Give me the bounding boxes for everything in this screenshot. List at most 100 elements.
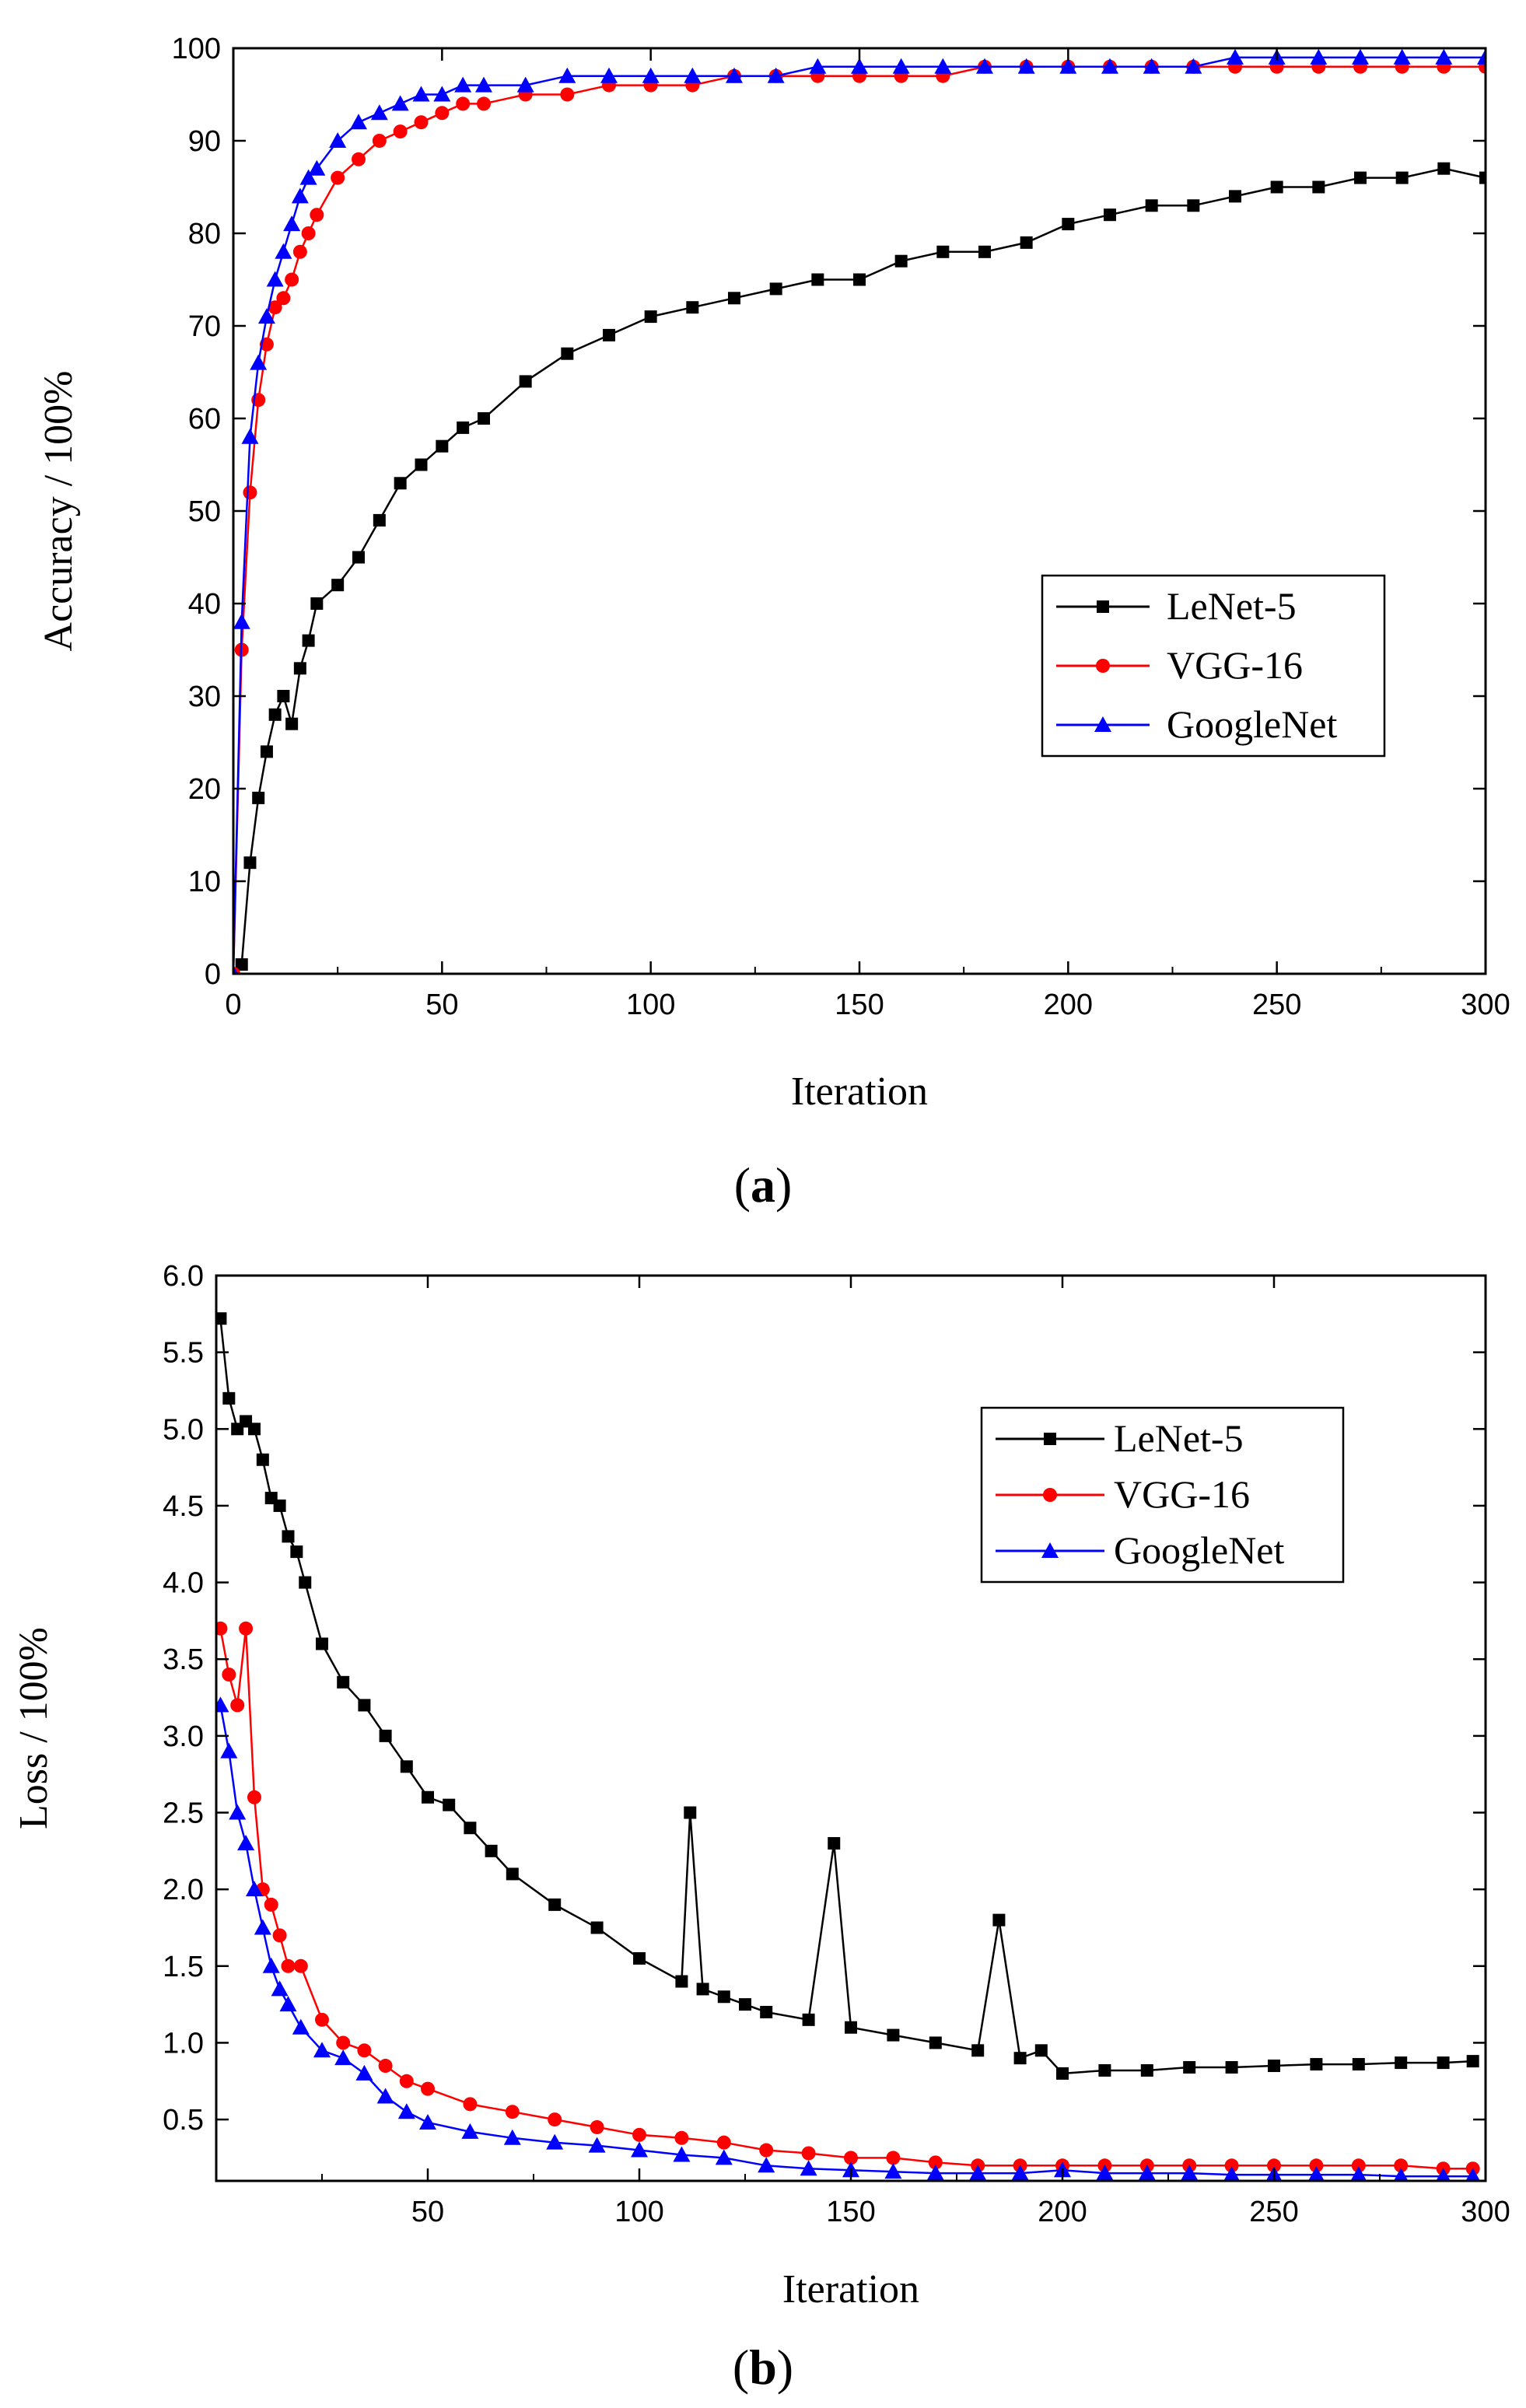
data-point-googlenet [726, 67, 743, 83]
data-point-vgg-16 [477, 96, 491, 111]
y-axis-label: Loss / 100% [12, 1627, 56, 1829]
data-point-vgg-16 [1224, 2158, 1239, 2173]
data-point-googlenet [257, 308, 275, 324]
data-point-vgg-16 [456, 96, 471, 111]
data-point-googlenet [1350, 2166, 1367, 2181]
data-point-lenet-5 [268, 708, 282, 721]
panel-label: (a) [734, 1157, 793, 1213]
data-point-lenet-5 [260, 745, 273, 758]
y-tick-label: 1.5 [163, 1951, 204, 1983]
data-point-googlenet [283, 215, 301, 232]
data-point-googlenet [1101, 58, 1118, 74]
data-point-googlenet [355, 2064, 373, 2081]
data-point-googlenet [1310, 48, 1328, 65]
accuracy-chart: 0 50 100 150 200 250 300 0 10 20 30 40 50 60 70 80 90 100… [37, 33, 1510, 1213]
x-tick-label: 100 [626, 989, 675, 1021]
data-point-vgg-16 [414, 115, 429, 130]
data-point-googlenet [229, 1804, 247, 1820]
data-point-lenet-5 [1270, 180, 1283, 194]
data-point-googlenet [976, 58, 993, 74]
data-point-googlenet [370, 104, 388, 121]
legend-marker-lenet-5 [1097, 600, 1109, 613]
data-point-googlenet [412, 86, 430, 102]
data-point-vgg-16 [1394, 2158, 1409, 2173]
data-point-vgg-16 [281, 1958, 296, 1973]
data-point-googlenet [475, 76, 492, 93]
data-point-lenet-5 [1437, 2056, 1450, 2070]
data-point-lenet-5 [337, 1675, 350, 1689]
x-tick-label: 50 [411, 2196, 444, 2228]
legend-marker-vgg-16 [1043, 1488, 1057, 1502]
x-tick-label: 200 [1044, 989, 1093, 1021]
data-point-lenet-5 [394, 477, 407, 490]
data-point-vgg-16 [886, 2151, 901, 2165]
data-point-lenet-5 [1268, 2060, 1280, 2073]
data-point-googlenet [299, 169, 317, 185]
y-tick-label: 30 [188, 681, 221, 713]
data-point-vgg-16 [590, 2119, 604, 2134]
data-point-lenet-5 [684, 1806, 697, 1819]
y-tick-label: 3.0 [163, 1720, 204, 1753]
data-point-googlenet [271, 1980, 289, 1997]
legend-marker-googlenet [1041, 1542, 1059, 1558]
data-point-vgg-16 [315, 2012, 329, 2027]
data-point-lenet-5 [485, 1844, 498, 1857]
data-point-googlenet [397, 2103, 415, 2119]
data-point-lenet-5 [739, 1998, 751, 2011]
data-point-lenet-5 [1034, 2044, 1048, 2057]
data-point-lenet-5 [828, 1836, 841, 1850]
data-point-googlenet [1185, 58, 1202, 74]
data-point-googlenet [250, 354, 268, 370]
data-point-googlenet [600, 67, 618, 83]
data-point-vgg-16 [216, 1621, 228, 1636]
data-point-lenet-5 [1225, 2061, 1238, 2074]
data-point-vgg-16 [268, 300, 282, 315]
legend-label-vgg-16: VGG-16 [1167, 643, 1303, 687]
data-point-googlenet [1465, 2168, 1480, 2181]
data-point-googlenet [376, 2088, 394, 2104]
data-point-googlenet [1227, 48, 1244, 65]
data-point-lenet-5 [633, 1951, 646, 1965]
x-tick-label: 300 [1461, 2196, 1510, 2228]
data-point-googlenet [241, 428, 259, 444]
data-point-lenet-5 [971, 2044, 985, 2057]
data-point-vgg-16 [247, 1790, 261, 1804]
data-point-lenet-5 [1354, 171, 1367, 184]
data-point-lenet-5 [1437, 162, 1451, 175]
y-tick-label: 4.0 [163, 1567, 204, 1600]
data-point-lenet-5 [247, 1423, 261, 1436]
data-point-googlenet [1011, 2165, 1029, 2181]
x-tick-label: 150 [835, 989, 884, 1021]
y-tick-label: 2.0 [163, 1874, 204, 1906]
data-point-lenet-5 [929, 2036, 942, 2049]
data-point-lenet-5 [222, 1391, 236, 1405]
data-point-lenet-5 [936, 245, 950, 258]
data-point-lenet-5 [894, 254, 908, 268]
data-point-lenet-5 [1479, 171, 1486, 184]
data-point-vgg-16 [285, 272, 299, 287]
data-point-googlenet [1393, 48, 1411, 65]
data-point-googlenet [216, 1696, 229, 1713]
legend-label-vgg-16: VGG-16 [1114, 1472, 1250, 1516]
data-point-vgg-16 [301, 226, 316, 240]
data-point-googlenet [237, 1834, 255, 1850]
data-point-googlenet [1143, 58, 1160, 74]
data-point-vgg-16 [310, 208, 324, 222]
data-point-lenet-5 [216, 1312, 227, 1325]
data-point-vgg-16 [352, 152, 366, 166]
data-point-vgg-16 [243, 485, 257, 500]
data-point-vgg-16 [393, 124, 408, 139]
data-point-lenet-5 [293, 662, 306, 675]
data-point-vgg-16 [505, 2105, 520, 2119]
data-point-vgg-16 [560, 87, 575, 102]
data-point-googlenet [233, 613, 250, 629]
data-point-lenet-5 [696, 1983, 709, 1996]
data-point-vgg-16 [264, 1897, 278, 1912]
data-point-lenet-5 [422, 1790, 434, 1804]
data-point-lenet-5 [887, 2028, 900, 2042]
data-point-lenet-5 [992, 1913, 1006, 1927]
x-tick-label: 100 [614, 2196, 663, 2228]
x-tick-label: 200 [1038, 2196, 1087, 2228]
x-tick-label: 50 [425, 989, 458, 1021]
data-point-googlenet [892, 58, 910, 74]
